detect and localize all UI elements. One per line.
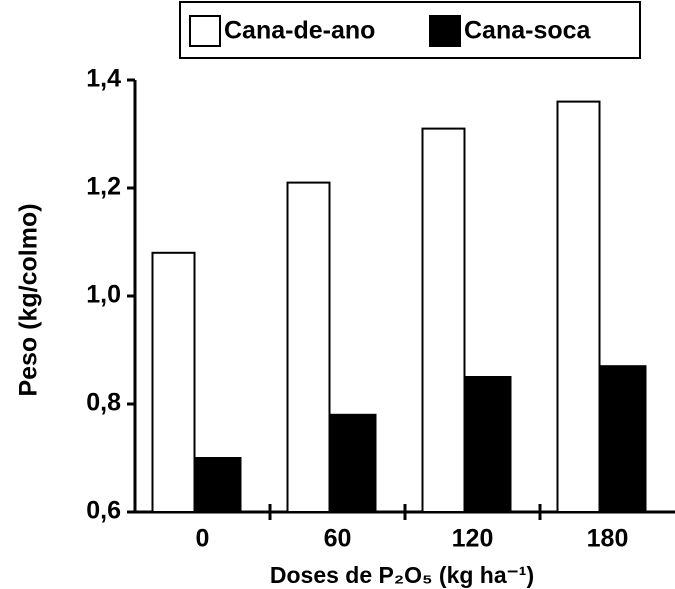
y-tick-label: 1,0: [86, 281, 121, 309]
x-tick-label: 180: [587, 525, 629, 553]
x-tick-label: 60: [324, 525, 352, 553]
y-tick-label: 0,8: [86, 389, 121, 417]
legend-swatch: [189, 15, 221, 47]
legend-label: Cana-de-ano: [224, 17, 375, 45]
bar: [193, 457, 242, 513]
bar: [556, 100, 601, 513]
bar: [463, 376, 512, 513]
bar: [421, 127, 466, 513]
legend-box: [179, 1, 641, 59]
y-tick-label: 1,4: [86, 65, 121, 93]
bar: [598, 365, 647, 514]
bar: [328, 413, 377, 513]
bar: [286, 181, 331, 513]
x-tick-label: 0: [196, 525, 210, 553]
bar: [151, 251, 196, 514]
x-tick-label: 120: [452, 525, 494, 553]
y-tick-label: 1,2: [86, 173, 121, 201]
y-axis-label: Peso (kg/colmo): [15, 203, 43, 396]
x-axis-label: Doses de P₂O₅ (kg ha⁻¹): [270, 562, 534, 588]
legend-swatch: [429, 15, 461, 47]
legend-label: Cana-soca: [464, 17, 592, 45]
y-tick-label: 0,6: [86, 497, 121, 525]
